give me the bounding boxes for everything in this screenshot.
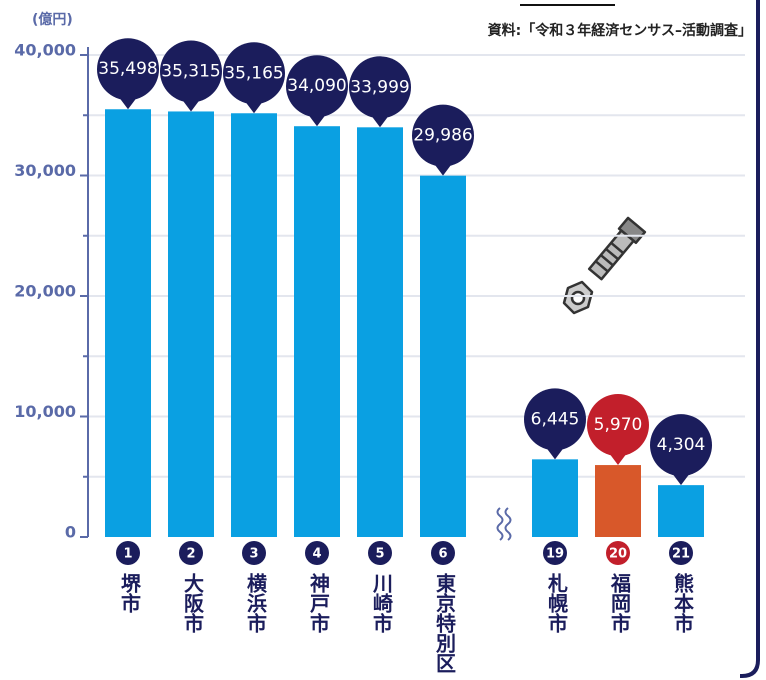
rank-badge bbox=[431, 541, 455, 565]
y-tick-label: 10,000 bbox=[14, 402, 76, 421]
rank-label: 5 bbox=[375, 547, 384, 562]
bar bbox=[231, 113, 277, 537]
value-balloon bbox=[587, 394, 649, 457]
value-balloon bbox=[308, 114, 326, 127]
value-label: 5,970 bbox=[594, 415, 643, 435]
rank-label: 2 bbox=[186, 547, 195, 562]
value-label: 35,165 bbox=[224, 63, 283, 83]
value-balloon bbox=[609, 453, 627, 466]
value-balloon bbox=[245, 101, 263, 114]
rank-label: 20 bbox=[609, 547, 627, 562]
bar bbox=[294, 126, 340, 537]
rank-badge bbox=[305, 541, 329, 565]
bar bbox=[420, 175, 466, 537]
rank-badge bbox=[543, 541, 567, 565]
rank-label: 19 bbox=[546, 547, 564, 562]
rank-badge bbox=[368, 541, 392, 565]
source: 資料:「令和３年経済センサス–活動調査」 bbox=[488, 22, 752, 39]
rank-badge bbox=[179, 541, 203, 565]
bar bbox=[595, 465, 641, 537]
rank-label: 1 bbox=[123, 547, 132, 562]
x-tick-label: 川崎市 bbox=[370, 573, 394, 633]
value-label: 6,445 bbox=[531, 409, 580, 429]
value-label: 34,090 bbox=[287, 76, 346, 96]
rank-badge bbox=[242, 541, 266, 565]
x-tick-label: 大阪市 bbox=[181, 573, 205, 633]
x-tick-label: 神戸市 bbox=[307, 572, 331, 633]
value-balloon bbox=[546, 447, 564, 460]
bar bbox=[105, 109, 151, 538]
value-balloon bbox=[286, 55, 348, 118]
value-label: 33,999 bbox=[350, 77, 409, 97]
value-label: 35,315 bbox=[161, 61, 220, 81]
rank-badge bbox=[669, 541, 693, 565]
y-tick-label: 40,000 bbox=[14, 41, 76, 60]
rank-label: 3 bbox=[249, 547, 258, 562]
axis-break bbox=[496, 507, 512, 541]
bar bbox=[168, 111, 214, 537]
rank-label: 6 bbox=[438, 547, 447, 562]
bar bbox=[357, 127, 403, 538]
bolt-illustration bbox=[562, 216, 647, 315]
bar bbox=[658, 485, 704, 537]
value-balloon bbox=[119, 97, 137, 110]
value-label: 29,986 bbox=[413, 126, 472, 146]
value-label: 35,498 bbox=[98, 59, 157, 79]
rank-label: 4 bbox=[312, 547, 321, 562]
rank-badge bbox=[606, 541, 630, 565]
value-balloon bbox=[160, 40, 222, 103]
x-tick-label: 堺市 bbox=[118, 573, 142, 613]
frame bbox=[740, 0, 760, 678]
value-balloon bbox=[650, 414, 712, 477]
value-balloon bbox=[412, 104, 474, 167]
rank-label: 21 bbox=[672, 547, 690, 562]
value-balloon bbox=[349, 56, 411, 119]
x-tick-label: 福岡市 bbox=[608, 573, 632, 633]
x-tick-label: 東京特別区 bbox=[433, 573, 457, 673]
value-label: 4,304 bbox=[657, 435, 706, 455]
unit-label: (億円) bbox=[32, 11, 73, 28]
value-balloon bbox=[182, 99, 200, 112]
value-balloon bbox=[434, 163, 452, 176]
rank-badge bbox=[116, 541, 140, 565]
bar bbox=[532, 459, 578, 537]
value-balloon bbox=[672, 473, 690, 486]
y-tick-label: 20,000 bbox=[14, 282, 76, 301]
value-balloon bbox=[97, 38, 159, 101]
y-tick-label: 30,000 bbox=[14, 161, 76, 180]
y-tick-label: 0 bbox=[65, 523, 76, 542]
x-tick-label: 熊本市 bbox=[671, 572, 695, 633]
value-balloon bbox=[524, 388, 586, 451]
value-balloon bbox=[371, 115, 389, 128]
x-tick-label: 横浜市 bbox=[244, 572, 268, 633]
value-balloon bbox=[223, 42, 285, 105]
x-tick-label: 札幌市 bbox=[545, 573, 569, 633]
